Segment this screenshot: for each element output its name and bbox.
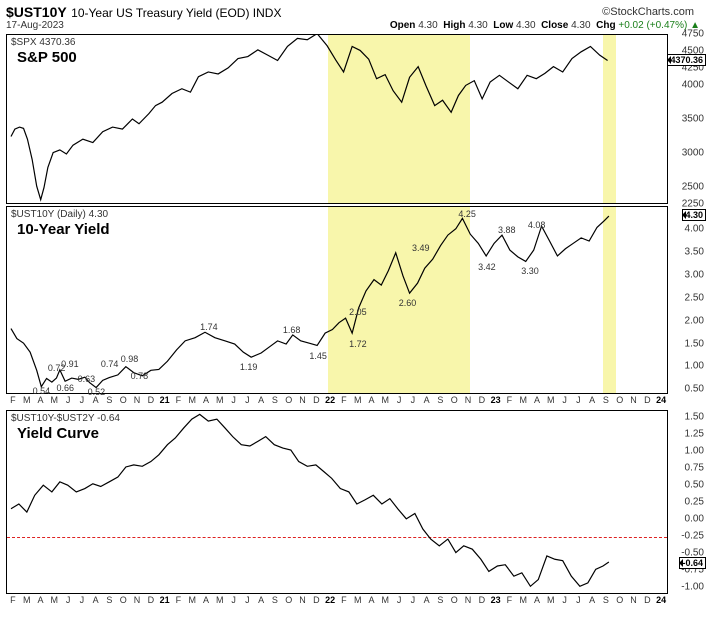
header-ohlc: Open 4.30 High 4.30 Low 4.30 Close 4.30 … bbox=[390, 20, 700, 31]
header-site: ©StockCharts.com bbox=[602, 6, 694, 18]
panel-10yr-yield: $UST10Y (Daily) 4.3010-Year Yield0.540.7… bbox=[6, 206, 668, 394]
panel-yield-curve: $UST10Y-$UST2Y -0.64Yield Curve bbox=[6, 410, 668, 594]
header-date: 17-Aug-2023 bbox=[6, 20, 64, 31]
ohlc-open: 4.30 bbox=[418, 20, 437, 31]
ohlc-chg: +0.02 bbox=[618, 20, 643, 31]
header-description: 10-Year US Treasury Yield (EOD) INDX bbox=[71, 6, 281, 20]
ohlc-low: 4.30 bbox=[516, 20, 535, 31]
panel-sp500: $SPX 4370.36S&P 500 bbox=[6, 34, 668, 204]
yaxis-10yr: 0.501.001.502.002.503.003.504.004.30 bbox=[670, 206, 706, 394]
xaxis-shared-2: FMAMJJASOND21FMAMJJASOND22FMAMJJASOND23F… bbox=[6, 595, 668, 609]
ohlc-close: 4.30 bbox=[571, 20, 590, 31]
header-ticker: $UST10Y bbox=[6, 4, 67, 20]
yaxis-sp500: 225025003000350040004250450047504370.36 bbox=[670, 34, 706, 204]
yaxis-curve: -1.00-0.75-0.50-0.250.000.250.500.751.00… bbox=[670, 410, 706, 594]
ohlc-high: 4.30 bbox=[468, 20, 487, 31]
stockcharts-page: { "header":{ "ticker":"$UST10Y", "descri… bbox=[0, 0, 708, 620]
xaxis-shared-1: FMAMJJASOND21FMAMJJASOND22FMAMJJASOND23F… bbox=[6, 395, 668, 409]
